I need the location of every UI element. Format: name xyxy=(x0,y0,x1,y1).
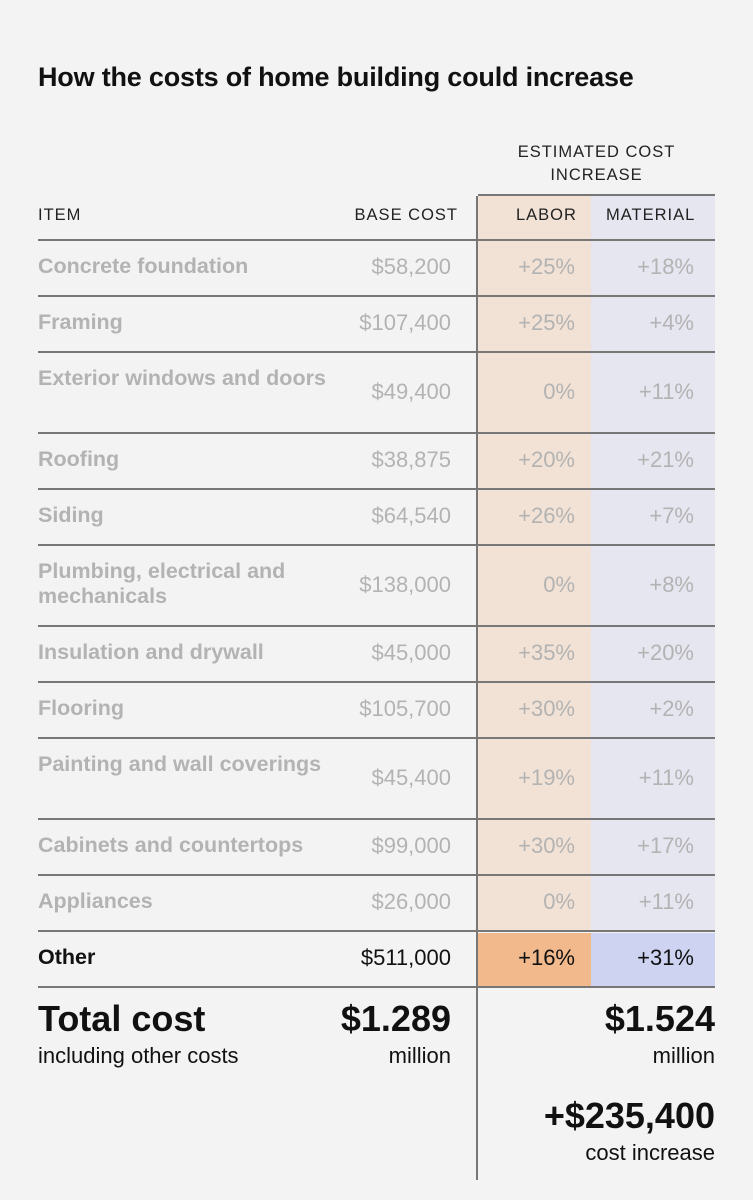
row-item-label: Roofing xyxy=(38,447,120,471)
other-material-highlight xyxy=(591,933,715,986)
row-material-increase: +4% xyxy=(649,310,694,335)
table-row: Siding $64,540 +26% +7% xyxy=(38,488,715,546)
row-item-label: Insulation and drywall xyxy=(38,640,264,664)
row-base-cost: $49,400 xyxy=(371,379,451,404)
row-labor-increase: +16% xyxy=(518,945,575,970)
table-row: Exterior windows and doors $49,400 0% +11% xyxy=(38,351,715,434)
row-item-label: Other xyxy=(38,945,96,969)
estimated-cost-increase-header: ESTIMATED COST INCREASE xyxy=(478,141,715,187)
row-material-increase: +7% xyxy=(649,503,694,528)
base-total-value: $1.289 xyxy=(340,998,451,1039)
table-row: Painting and wall coverings $45,400 +19% +1… xyxy=(38,737,715,820)
new-total-unit: million xyxy=(652,1043,715,1068)
cost-increase-label: cost increase xyxy=(585,1140,715,1165)
table-row: Insulation and drywall $45,000 +35% +20% xyxy=(38,625,715,683)
row-base-cost: $45,400 xyxy=(371,765,451,790)
table-row: Framing $107,400 +25% +4% xyxy=(38,295,715,353)
estimated-header-text: ESTIMATED COST INCREASE xyxy=(517,143,676,184)
table-bottom-rule xyxy=(38,986,715,988)
row-material-increase: +2% xyxy=(649,696,694,721)
row-item-label: Cabinets and countertops xyxy=(38,833,304,857)
row-labor-increase: 0% xyxy=(543,572,575,597)
material-column-background xyxy=(591,196,715,932)
row-labor-increase: +25% xyxy=(518,310,575,335)
row-base-cost: $38,875 xyxy=(371,447,451,472)
table-row: Flooring $105,700 +30% +2% xyxy=(38,681,715,739)
row-material-increase: +21% xyxy=(637,447,694,472)
row-material-increase: +18% xyxy=(637,254,694,279)
row-base-cost: $107,400 xyxy=(359,310,451,335)
table-row: Concrete foundation $58,200 +25% +18% xyxy=(38,239,715,297)
column-divider-lower xyxy=(476,988,478,1180)
total-cost-sublabel: including other costs xyxy=(38,1043,239,1068)
row-base-cost: $58,200 xyxy=(371,254,451,279)
row-labor-increase: +30% xyxy=(518,833,575,858)
total-cost-label: Total cost xyxy=(38,998,206,1039)
row-item-label: Exterior windows and doors xyxy=(38,366,326,390)
row-item-label: Appliances xyxy=(38,889,153,913)
estimated-header-rule xyxy=(478,194,715,196)
base-total-unit: million xyxy=(388,1043,451,1068)
row-labor-increase: +26% xyxy=(518,503,575,528)
row-labor-increase: 0% xyxy=(543,889,575,914)
row-labor-increase: +20% xyxy=(518,447,575,472)
row-base-cost: $138,000 xyxy=(359,572,451,597)
row-material-increase: +11% xyxy=(638,765,694,790)
row-item-label: Framing xyxy=(38,310,123,334)
other-labor-highlight xyxy=(477,933,591,986)
material-column-header: MATERIAL xyxy=(606,206,696,224)
row-base-cost: $99,000 xyxy=(371,833,451,858)
row-material-increase: +11% xyxy=(638,379,694,404)
row-base-cost: $45,000 xyxy=(371,640,451,665)
table-row: Cabinets and countertops $99,000 +30% +17% xyxy=(38,818,715,876)
labor-column-background xyxy=(477,196,591,932)
row-material-increase: +17% xyxy=(637,833,694,858)
row-material-increase: +31% xyxy=(637,945,694,970)
row-base-cost: $64,540 xyxy=(371,503,451,528)
labor-column-header: LABOR xyxy=(516,206,577,224)
row-labor-increase: 0% xyxy=(543,379,575,404)
row-labor-increase: +25% xyxy=(518,254,575,279)
row-item-label: Plumbing, electrical and mechanicals xyxy=(38,559,286,608)
item-column-header: ITEM xyxy=(38,206,82,224)
table-row: Appliances $26,000 0% +11% xyxy=(38,874,715,932)
column-divider-upper xyxy=(476,196,478,988)
base-cost-column-header: BASE COST xyxy=(354,206,458,224)
table-row: Roofing $38,875 +20% +21% xyxy=(38,432,715,490)
row-material-increase: +20% xyxy=(637,640,694,665)
table-row: Plumbing, electrical and mechanicals $138… xyxy=(38,544,715,627)
row-base-cost: $511,000 xyxy=(360,945,451,970)
row-base-cost: $26,000 xyxy=(371,889,451,914)
row-material-increase: +11% xyxy=(638,889,694,914)
row-item-label: Siding xyxy=(38,503,104,527)
cost-increase-value: +$235,400 xyxy=(543,1095,715,1136)
new-total-value: $1.524 xyxy=(604,998,715,1039)
row-labor-increase: +30% xyxy=(518,696,575,721)
page-title: How the costs of home building could inc… xyxy=(38,62,634,92)
row-material-increase: +8% xyxy=(649,572,694,597)
row-item-label: Painting and wall coverings xyxy=(38,752,322,776)
row-labor-increase: +35% xyxy=(518,640,575,665)
row-base-cost: $105,700 xyxy=(359,696,451,721)
row-labor-increase: +19% xyxy=(518,765,575,790)
row-item-label: Concrete foundation xyxy=(38,254,249,278)
table-row: Other $511,000 +16% +31% xyxy=(38,930,715,988)
row-item-label: Flooring xyxy=(38,696,124,720)
